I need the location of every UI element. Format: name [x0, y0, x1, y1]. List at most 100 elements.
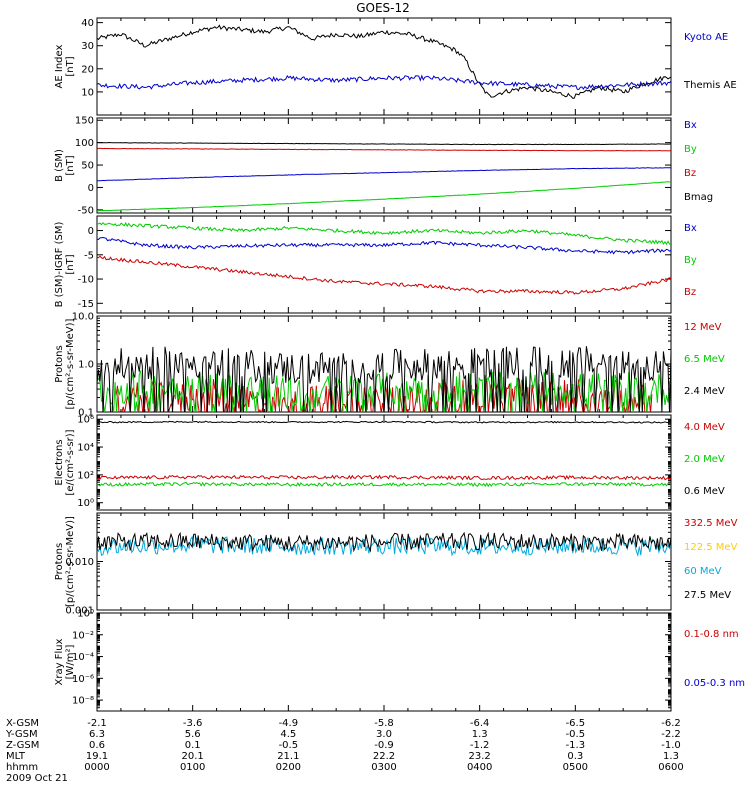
- panel-frame: [96, 414, 672, 511]
- legend-entry: Bz: [684, 168, 696, 179]
- legend-entry: 4.0 MeV: [684, 422, 725, 433]
- y-axis-label: [nT]: [65, 155, 76, 175]
- ephemeris-value: 0100: [180, 762, 205, 773]
- y-tick-label: 100: [75, 138, 94, 149]
- legend-entry: 12 MeV: [684, 322, 722, 333]
- legend-entry: Bmag: [684, 192, 713, 203]
- ephemeris-value: -0.5: [566, 729, 586, 740]
- y-tick-label: 10.0: [72, 312, 94, 323]
- legend-entry: 6.5 MeV: [684, 354, 725, 365]
- ephemeris-value: 23.2: [469, 751, 491, 762]
- y-tick-label: 0: [88, 226, 94, 237]
- date-label: 2009 Oct 21: [6, 773, 68, 784]
- series-line-3-2: [97, 221, 671, 246]
- y-axis-label: B (SM)-IGRF (SM): [54, 222, 65, 308]
- y-axis-label: Electrons: [54, 439, 65, 485]
- legend-entry: Themis AE: [683, 80, 737, 91]
- ephemeris-value: 0.3: [567, 751, 583, 762]
- y-tick-label: 10: [81, 87, 94, 98]
- legend-entry: Bz: [684, 287, 696, 298]
- ephemeris-value: 0200: [276, 762, 301, 773]
- ephemeris-value: 19.1: [86, 751, 108, 762]
- series-line-6-4: [97, 531, 671, 553]
- series-line-3-1: [97, 236, 671, 255]
- legend-entry: 0.05-0.3 nm: [684, 678, 745, 689]
- legend-entry: By: [684, 255, 697, 266]
- series-line-5-2: [97, 481, 671, 488]
- ephemeris-value: -1.3: [566, 740, 586, 751]
- ephemeris-table: X-GSM -2.1 -3.6 -4.9 -5.8 -6.4 -6.5 -6.2 Y-GSM 6.…: [5, 718, 684, 773]
- panel-5: 10⁰ 10² 10⁴ 10⁶ Electrons [e/(cm²-s-sr)] 4.0 M…: [54, 414, 725, 511]
- ephemeris-value: 1.3: [663, 751, 679, 762]
- ephemeris-value: -6.5: [566, 718, 586, 729]
- legend-entry: 60 MeV: [684, 566, 722, 577]
- y-tick-label: 50: [81, 161, 94, 172]
- y-tick-label: 10⁻²: [72, 630, 94, 641]
- panel-frame: [96, 215, 672, 314]
- ephemeris-value: 5.6: [185, 729, 201, 740]
- ephemeris-row-label: MLT: [6, 751, 26, 762]
- legend-entry: 2.4 MeV: [684, 386, 725, 397]
- legend-entry: Bx: [684, 120, 697, 131]
- y-tick-label: 40: [81, 18, 94, 29]
- legend-entry: 0.1-0.8 nm: [684, 629, 739, 640]
- panel-2: -50 0 50 100 150 B (SM) [nT] Bx By Bz Bmag: [54, 116, 713, 217]
- series-line-2-4: [97, 141, 671, 146]
- y-tick-label: 0.010: [65, 557, 94, 568]
- ephemeris-value: -1.0: [661, 740, 681, 751]
- ephemeris-value: -3.6: [183, 718, 203, 729]
- y-axis-label: Protons: [54, 543, 65, 580]
- ephemeris-value: -2.2: [661, 729, 681, 740]
- y-axis-label: [e/(cm²-s-sr)]: [65, 429, 76, 495]
- panel-7: 10⁻⁸ 10⁻⁶ 10⁻⁴ 10⁻² 10⁰ Xray Flux [W/m²] 0.1-0.…: [54, 609, 745, 712]
- y-tick-label: 0.001: [65, 606, 94, 617]
- legend-entry: 122.5 MeV: [684, 542, 738, 553]
- y-axis-label: [p/(cm²-s-sr-MeV)]: [65, 318, 76, 409]
- ephemeris-row-label: Z-GSM: [6, 740, 39, 751]
- ephemeris-value: -0.5: [279, 740, 299, 751]
- legend-entry: By: [684, 144, 697, 155]
- y-tick-label: 20: [81, 64, 94, 75]
- ephemeris-value: 0.6: [89, 740, 105, 751]
- ephemeris-value: 3.0: [376, 729, 392, 740]
- ephemeris-value: -1.2: [470, 740, 490, 751]
- y-axis-label: AE Index: [54, 44, 65, 88]
- ephemeris-value: 0000: [84, 762, 109, 773]
- legend-entry: 332.5 MeV: [684, 518, 738, 529]
- ephemeris-row-label: hhmm: [6, 762, 38, 773]
- panel-1: 10 20 30 40 AE Index [nT] Kyoto AE Themis AE: [54, 17, 737, 116]
- y-axis-label: [W/m²]: [65, 644, 76, 679]
- ephemeris-value: 1.3: [472, 729, 488, 740]
- y-axis-label: [nT]: [65, 56, 76, 76]
- ephemeris-value: 0.1: [185, 740, 201, 751]
- ephemeris-value: 0400: [467, 762, 492, 773]
- ephemeris-value: -2.1: [87, 718, 107, 729]
- ephemeris-value: -5.8: [374, 718, 394, 729]
- y-axis-label: Xray Flux: [54, 638, 65, 685]
- series-line-1-2: [97, 74, 671, 90]
- ephemeris-value: 0300: [371, 762, 396, 773]
- panel-3: -15 -10 -5 0 B (SM)-IGRF (SM) [nT] Bx By Bz: [54, 215, 697, 314]
- y-tick-label: 10⁻⁴: [72, 652, 94, 663]
- y-tick-label: 30: [81, 41, 94, 52]
- y-tick-label: 0.1: [78, 408, 94, 419]
- y-axis-label: Protons: [54, 345, 65, 382]
- ephemeris-value: 6.3: [89, 729, 105, 740]
- legend-entry: Bx: [684, 223, 697, 234]
- ephemeris-row-label: Y-GSM: [5, 729, 38, 740]
- series-line-1-1: [97, 24, 671, 99]
- y-axis-label: B (SM): [54, 149, 65, 182]
- ephemeris-value: -0.9: [374, 740, 394, 751]
- y-tick-label: 10⁻⁸: [72, 696, 94, 707]
- time-axis: 2009 Oct 21: [6, 773, 68, 784]
- legend-entry: 27.5 MeV: [684, 590, 731, 601]
- y-axis-label: [nT]: [65, 254, 76, 274]
- series-line-5-1: [97, 474, 671, 481]
- ephemeris-value: 20.1: [182, 751, 204, 762]
- ephemeris-value: 22.2: [373, 751, 395, 762]
- ephemeris-row-label: X-GSM: [6, 718, 39, 729]
- series-line-4-1: [115, 377, 653, 412]
- panel-4: 0.1 1.0 10.0 Protons [p/(cm²-s-sr-MeV)] 12 Me…: [54, 312, 725, 419]
